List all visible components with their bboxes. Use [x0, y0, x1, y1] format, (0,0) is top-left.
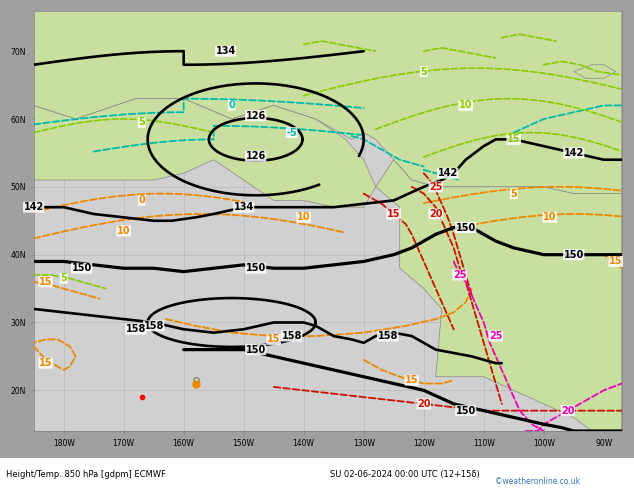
- Text: 15: 15: [405, 375, 418, 385]
- Text: 10: 10: [543, 212, 557, 222]
- Text: 142: 142: [23, 202, 44, 212]
- Text: 5: 5: [60, 273, 67, 283]
- Text: ©weatheronline.co.uk: ©weatheronline.co.uk: [495, 477, 579, 486]
- Text: 134: 134: [216, 46, 236, 56]
- Text: 158: 158: [377, 331, 398, 341]
- Polygon shape: [34, 10, 622, 194]
- Text: 25: 25: [429, 182, 443, 192]
- Text: 134: 134: [233, 202, 254, 212]
- Polygon shape: [376, 160, 622, 431]
- Text: 158: 158: [281, 331, 302, 341]
- Text: 0: 0: [228, 100, 235, 110]
- Text: 126: 126: [245, 111, 266, 121]
- Text: 10: 10: [459, 100, 472, 110]
- Text: 5: 5: [138, 118, 145, 127]
- Text: 150: 150: [72, 263, 92, 273]
- Text: 15: 15: [609, 256, 623, 267]
- Text: 10: 10: [117, 226, 131, 236]
- Text: -5: -5: [287, 127, 297, 138]
- Text: 15: 15: [507, 134, 521, 145]
- Text: 142: 142: [564, 148, 584, 158]
- Text: 25: 25: [453, 270, 467, 280]
- Text: 150: 150: [456, 222, 476, 233]
- Polygon shape: [574, 65, 616, 78]
- Text: 142: 142: [437, 168, 458, 178]
- Text: 15: 15: [39, 358, 53, 368]
- Text: 15: 15: [39, 277, 53, 287]
- Text: 150: 150: [456, 406, 476, 416]
- Text: 20: 20: [561, 406, 574, 416]
- Text: 25: 25: [489, 331, 503, 341]
- Text: 15: 15: [267, 335, 280, 344]
- Text: 5: 5: [420, 67, 427, 76]
- Text: 158: 158: [126, 324, 146, 334]
- Text: 150: 150: [245, 263, 266, 273]
- Text: 126: 126: [245, 151, 266, 161]
- Text: 10: 10: [297, 212, 311, 222]
- Text: 158: 158: [143, 321, 164, 331]
- Text: 20: 20: [417, 399, 430, 409]
- Text: 5: 5: [510, 189, 517, 198]
- Text: SU 02-06-2024 00:00 UTC (12+15δ): SU 02-06-2024 00:00 UTC (12+15δ): [330, 470, 479, 479]
- Text: 15: 15: [387, 209, 401, 219]
- Text: 150: 150: [564, 250, 584, 260]
- Text: Height/Temp. 850 hPa [gdpm] ECMWF: Height/Temp. 850 hPa [gdpm] ECMWF: [6, 470, 166, 479]
- Text: 20: 20: [429, 209, 443, 219]
- Polygon shape: [34, 98, 376, 207]
- Text: 0: 0: [138, 196, 145, 205]
- Text: 150: 150: [245, 344, 266, 355]
